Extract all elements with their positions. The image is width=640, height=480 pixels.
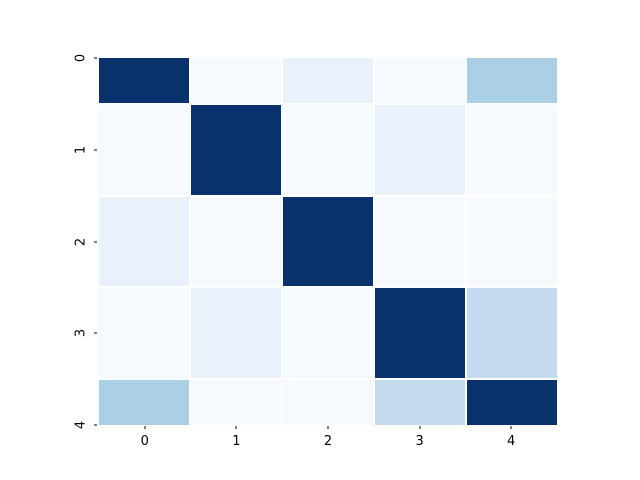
x-tick-label-4: 4 — [507, 434, 516, 449]
y-tick-label-3: 3 — [73, 329, 89, 338]
heatmap-cell-r3-c3 — [375, 288, 465, 379]
y-tick-mark-1 — [94, 149, 97, 151]
heatmap-cell-r1-c3 — [375, 104, 465, 195]
heatmap-cell-r0-c1 — [191, 58, 281, 103]
heatmap-cell-r1-c2 — [283, 104, 373, 195]
heatmap-cell-r2-c4 — [467, 196, 557, 287]
heatmap-cell-r4-c1 — [191, 380, 281, 425]
x-tick-label-0: 0 — [140, 434, 149, 449]
heatmap-cell-r3-c2 — [283, 288, 373, 379]
heatmap-cell-r0-c2 — [283, 58, 373, 103]
heatmap-cell-r3-c0 — [99, 288, 189, 379]
x-tick-mark-0 — [144, 426, 146, 429]
heatmap-cell-r2-c0 — [99, 196, 189, 287]
heatmap-cell-r1-c0 — [99, 104, 189, 195]
y-tick-mark-3 — [94, 332, 97, 334]
x-axis-tick-labels: 0 1 2 3 4 — [99, 434, 557, 449]
x-tick-mark-2 — [327, 426, 329, 429]
x-tick-label-1: 1 — [232, 434, 241, 449]
x-tick-label-2: 2 — [323, 434, 333, 449]
heatmap-cell-r0-c4 — [467, 58, 557, 103]
heatmap-cell-r1-c1 — [191, 104, 281, 195]
x-tick-label-3: 3 — [415, 434, 424, 449]
heatmap-cell-r2-c2 — [283, 196, 373, 287]
y-axis-tick-marks — [94, 57, 98, 426]
heatmap-cell-r4-c3 — [375, 380, 465, 425]
heatmap-cell-r2-c1 — [191, 196, 281, 287]
heatmap-cell-r3-c1 — [191, 288, 281, 379]
x-tick-mark-3 — [419, 426, 421, 429]
heatmap-cell-r1-c4 — [467, 104, 557, 195]
heatmap-plot-area — [99, 58, 557, 425]
x-tick-mark-4 — [510, 426, 512, 429]
heatmap-cell-r0-c0 — [99, 58, 189, 103]
heatmap-cell-r4-c4 — [467, 380, 557, 425]
y-axis-tick-labels: 0 1 2 3 4 — [72, 54, 90, 429]
x-tick-mark-1 — [235, 426, 237, 429]
y-tick-mark-4 — [94, 424, 97, 426]
y-tick-mark-0 — [94, 57, 97, 59]
heatmap-cell-r3-c4 — [467, 288, 557, 379]
heatmap-cell-r2-c3 — [375, 196, 465, 287]
y-tick-label-0: 0 — [73, 53, 89, 63]
y-tick-label-2: 2 — [73, 237, 89, 246]
y-tick-label-1: 1 — [73, 145, 89, 154]
y-tick-mark-2 — [94, 241, 97, 242]
heatmap-cell-r4-c0 — [99, 380, 189, 425]
heatmap-cell-r0-c3 — [375, 58, 465, 103]
y-tick-label-4: 4 — [73, 420, 89, 430]
heatmap-cell-r4-c2 — [283, 380, 373, 425]
x-axis-tick-marks — [99, 425, 557, 429]
